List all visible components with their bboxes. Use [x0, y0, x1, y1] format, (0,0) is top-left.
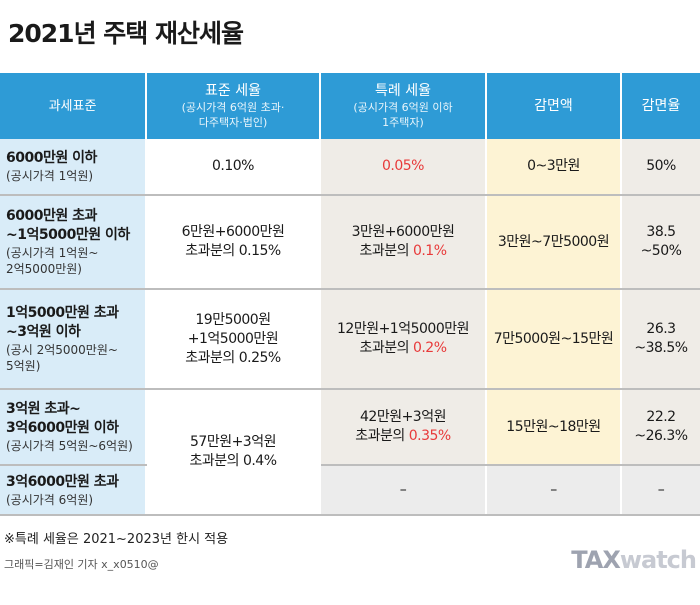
- footnote: ※특례 세율은 2021~2023년 한시 적용: [4, 532, 229, 547]
- tax-rate-table: 과세표준 표준 세율 (공시가격 6억원 초과· 다주택자·법인) 특례 세율 …: [0, 73, 700, 516]
- reduction-rate-cell: 50%: [621, 139, 700, 196]
- header-reduction-amount: 감면액: [486, 73, 622, 139]
- header-bracket: 과세표준: [0, 73, 147, 139]
- reduction-amount-cell: 0~3만원: [486, 139, 622, 196]
- reduction-amount-cell: 7만5000원~15만원: [486, 289, 622, 390]
- table-row: 6000만원 이하 (공시가격 1억원) 0.10% 0.05% 0~3만원 5…: [0, 139, 700, 196]
- table-row: 3억6000만원 초과 (공시가격 6억원) – – –: [0, 465, 700, 516]
- reduction-amount-cell: –: [486, 465, 622, 516]
- table-row: 1억5000만원 초과 ~3억원 이하 (공시 2억5000만원~ 5억원) 1…: [0, 289, 700, 390]
- special-rate-cell: 42만원+3억원 초과분의 0.35%: [320, 389, 487, 466]
- table-row: 6000만원 초과 ~1억5000만원 이하 (공시가격 1억원~ 2억5000…: [0, 195, 700, 290]
- header-standard-rate: 표준 세율 (공시가격 6억원 초과· 다주택자·법인): [146, 73, 321, 139]
- reduction-amount-cell: 3만원~7만5000원: [486, 195, 622, 290]
- page-title: 2021년 주택 재산세율: [8, 19, 244, 48]
- standard-rate-cell: 0.10%: [146, 139, 321, 196]
- reduction-rate-cell: 26.3 ~38.5%: [621, 289, 700, 390]
- bracket-cell: 6000만원 초과 ~1억5000만원 이하 (공시가격 1억원~ 2억5000…: [0, 195, 147, 290]
- reduction-rate-cell: –: [621, 465, 700, 516]
- table-row: 3억원 초과~ 3억6000만원 이하 (공시가격 5억원~6억원) 57만원+…: [0, 389, 700, 516]
- standard-rate-cell: 57만원+3억원 초과분의 0.4%: [146, 389, 321, 516]
- standard-rate-cell: 6만원+6000만원 초과분의 0.15%: [146, 195, 321, 290]
- taxwatch-logo: TAXwatch: [571, 546, 697, 574]
- reduction-rate-cell: 22.2 ~26.3%: [621, 389, 700, 466]
- bracket-cell: 3억6000만원 초과 (공시가격 6억원): [0, 465, 147, 516]
- special-rate-cell: 3만원+6000만원 초과분의 0.1%: [320, 195, 487, 290]
- special-rate-cell: 12만원+1억5000만원 초과분의 0.2%: [320, 289, 487, 390]
- header-special-rate: 특례 세율 (공시가격 6억원 이하 1주택자): [320, 73, 487, 139]
- bracket-cell: 3억원 초과~ 3억6000만원 이하 (공시가격 5억원~6억원): [0, 389, 147, 466]
- header-reduction-rate: 감면율: [621, 73, 700, 139]
- bracket-cell: 6000만원 이하 (공시가격 1억원): [0, 139, 147, 196]
- reduction-amount-cell: 15만원~18만원: [486, 389, 622, 466]
- standard-rate-cell: 19만5000원 +1억5000만원 초과분의 0.25%: [146, 289, 321, 390]
- special-rate-cell: –: [320, 465, 487, 516]
- reduction-rate-cell: 38.5 ~50%: [621, 195, 700, 290]
- special-rate-cell: 0.05%: [320, 139, 487, 196]
- graphic-credit: 그래픽=김재인 기자 x_x0510@: [4, 558, 159, 571]
- bracket-cell: 1억5000만원 초과 ~3억원 이하 (공시 2억5000만원~ 5억원): [0, 289, 147, 390]
- table-header-row: 과세표준 표준 세율 (공시가격 6억원 초과· 다주택자·법인) 특례 세율 …: [0, 73, 700, 139]
